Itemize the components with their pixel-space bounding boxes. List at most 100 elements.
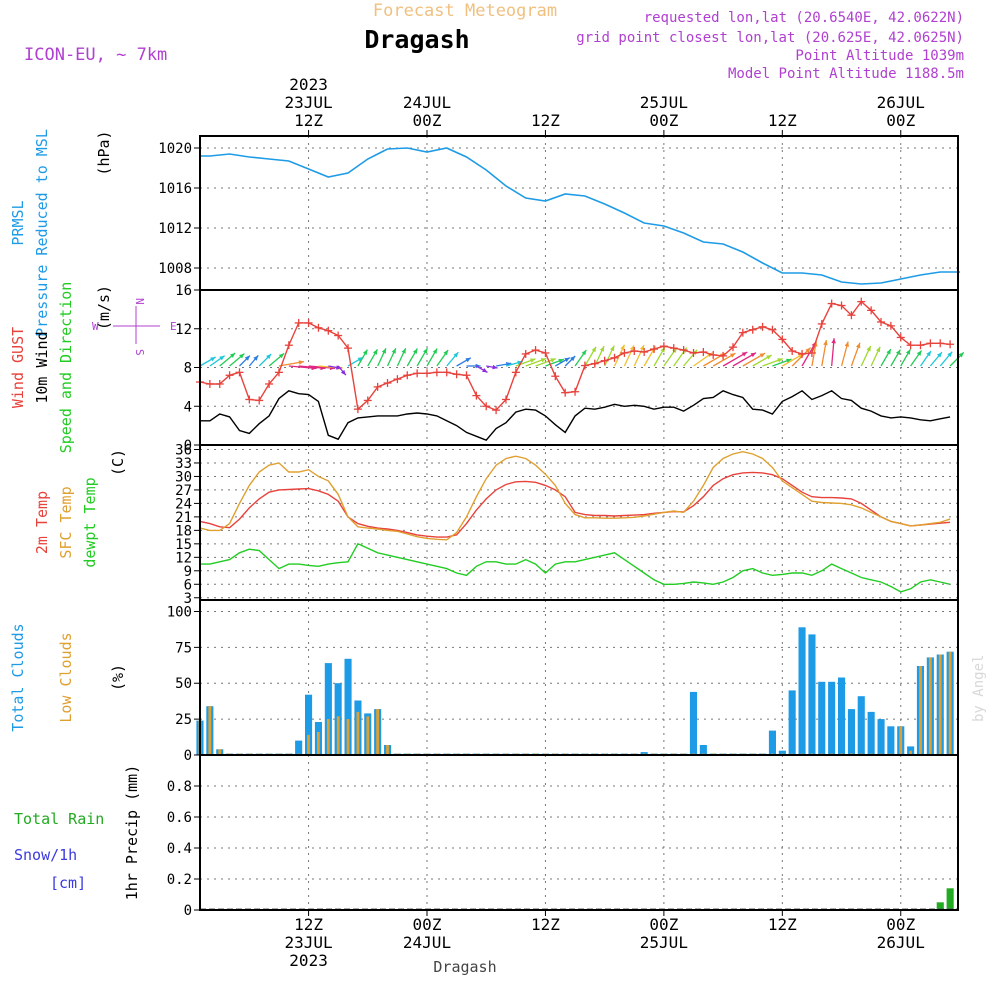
bottom-axis-label-3-1: 25JUL [640, 933, 688, 952]
gust-marker-5 [245, 395, 254, 404]
ytick-label-temperature-0: 3 [184, 591, 192, 607]
ytick-label-clouds-0: 0 [184, 748, 192, 764]
ytick-label-clouds-1: 25 [175, 712, 192, 728]
wind-arrow-58 [772, 358, 792, 367]
wind-arrow-head [844, 341, 849, 347]
wind-arrow-72 [910, 350, 923, 367]
total-cloud-bar-59 [778, 750, 786, 755]
gust-marker-9 [284, 341, 293, 350]
gust-marker-40 [590, 359, 599, 368]
wind-arrow-3 [229, 353, 245, 367]
gust-marker-16 [353, 405, 362, 414]
wind-arrow-head [958, 352, 964, 358]
total-cloud-bar-67 [857, 696, 865, 755]
wind-arrow-head [777, 358, 783, 363]
wind-arrow-head [876, 346, 881, 353]
gust-marker-24 [432, 368, 441, 377]
temp-line-sfc [199, 450, 951, 541]
wind-arrow-head [278, 353, 285, 359]
ytick-label-temperature-10: 33 [175, 456, 192, 472]
wind-arrow-head [432, 348, 438, 354]
gust-marker-65 [837, 301, 846, 310]
wind-arrow-68 [870, 346, 881, 367]
wind-arrow-head [558, 358, 564, 364]
wind-arrow-73 [919, 350, 932, 367]
low-cloud-bar-74 [928, 657, 932, 755]
wind-arrow-head [230, 353, 236, 358]
gust-marker-27 [462, 371, 471, 380]
wind-arrow-head [453, 352, 459, 358]
wind-arrow-head [465, 357, 471, 363]
total-cloud-bar-11 [305, 694, 313, 755]
wind-arrow-head [362, 349, 368, 355]
low-cloud-bar-72 [909, 750, 912, 755]
gust-marker-22 [413, 369, 422, 378]
compass-legend: N S W E [92, 298, 177, 356]
wind-arrow-34 [535, 358, 557, 367]
compass-w: W [92, 320, 99, 333]
wind-arrow-head [947, 351, 953, 357]
wind-arrow-head [412, 348, 418, 354]
wind-arrow-head [381, 348, 386, 354]
wind-arrow-head [741, 352, 748, 357]
wind-arrow-5 [248, 354, 259, 367]
wind-arrow-head [629, 345, 634, 351]
wind-arrow-4 [239, 355, 251, 367]
top-axis-label-0-2: 12Z [294, 111, 323, 130]
wind-arrow-29 [486, 364, 498, 370]
wind-arrow-21 [406, 348, 418, 367]
low-cloud-bar-17 [366, 716, 370, 756]
wind-arrow-69 [880, 348, 892, 367]
gust-marker-20 [393, 375, 402, 384]
ytick-label-precip-0: 0 [184, 903, 192, 919]
gust-marker-67 [857, 297, 866, 306]
rain-bar-0 [936, 902, 944, 911]
ytick-label-temperature-4: 15 [175, 537, 192, 553]
wind-arrow-head [831, 338, 836, 344]
gust-marker-18 [373, 382, 382, 391]
ytick-label-clouds-3: 75 [175, 640, 192, 656]
temp-line-dewpt [200, 542, 951, 593]
ytick-label-precip-2: 0.4 [167, 841, 192, 857]
ylabel-clouds-1: Low Clouds [57, 632, 75, 722]
precip-legend-snow: Snow/1h [14, 846, 77, 864]
gust-marker-47 [659, 342, 668, 351]
ylabel-wind-0: Wind GUST [9, 327, 27, 408]
wind-arrow-head [298, 360, 304, 365]
gust-marker-51 [699, 348, 708, 356]
ylabel-wind-2: Speed and Direction [57, 282, 75, 454]
ytick-label-pressure-0: 1008 [158, 261, 192, 277]
ytick-label-temperature-9: 30 [175, 469, 192, 485]
gust-marker-8 [274, 368, 283, 377]
ytick-label-wind-1: 4 [184, 399, 192, 415]
ytick-label-temperature-3: 12 [175, 550, 192, 566]
gust-marker-37 [561, 388, 570, 397]
gust-marker-57 [758, 322, 767, 331]
wind-arrow-56 [752, 354, 772, 367]
total-cloud-bar-60 [788, 690, 796, 755]
ylabel-temperature-3: (C) [109, 449, 127, 476]
compass-s: S [133, 349, 146, 356]
gust-marker-73 [916, 341, 925, 350]
gust-marker-32 [511, 368, 520, 377]
top-axis-label-1-0: 24JUL [403, 93, 451, 112]
low-cloud-bar-12 [317, 732, 320, 755]
gust-marker-7 [265, 379, 274, 388]
wind-arrow-7 [268, 352, 285, 367]
ylabel-temperature-0: 2m Temp [33, 491, 51, 554]
gust-marker-31 [501, 395, 510, 404]
temp-line-2m [199, 471, 951, 538]
gust-marker-36 [551, 372, 560, 381]
wind-arrow-head [895, 349, 901, 355]
top-axis-label-3-0: 25JUL [640, 93, 688, 112]
gust-marker-48 [669, 344, 678, 353]
gust-marker-21 [403, 371, 412, 380]
ytick-label-clouds-2: 50 [175, 676, 192, 692]
wind-arrow-52 [712, 352, 736, 367]
bottom-axis-label-1-1: 24JUL [403, 933, 451, 952]
wind-arrow-63 [821, 339, 828, 367]
wind-arrow-head [730, 353, 736, 358]
gust-marker-28 [472, 391, 481, 400]
